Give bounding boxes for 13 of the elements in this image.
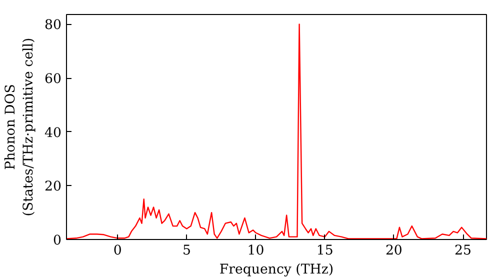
y-tick-label: 20 xyxy=(44,180,62,195)
y-tick-label: 60 xyxy=(44,72,62,88)
x-tick-label: 10 xyxy=(247,244,264,258)
x-axis-title: Frequency (THz) xyxy=(219,262,334,278)
x-tick-label: 0 xyxy=(113,244,122,258)
x-tick-label: 25 xyxy=(454,244,472,258)
y-tick-label: 0 xyxy=(53,234,62,248)
x-tick-label: 20 xyxy=(385,244,402,258)
y-tick-label: 80 xyxy=(44,18,62,34)
x-tick-label: 5 xyxy=(182,244,191,258)
y-axis-title: Phonon DOS (States/THz·primitive cell) xyxy=(4,38,37,216)
x-tick-label: 15 xyxy=(316,244,334,258)
y-tick-label: 40 xyxy=(44,126,62,141)
